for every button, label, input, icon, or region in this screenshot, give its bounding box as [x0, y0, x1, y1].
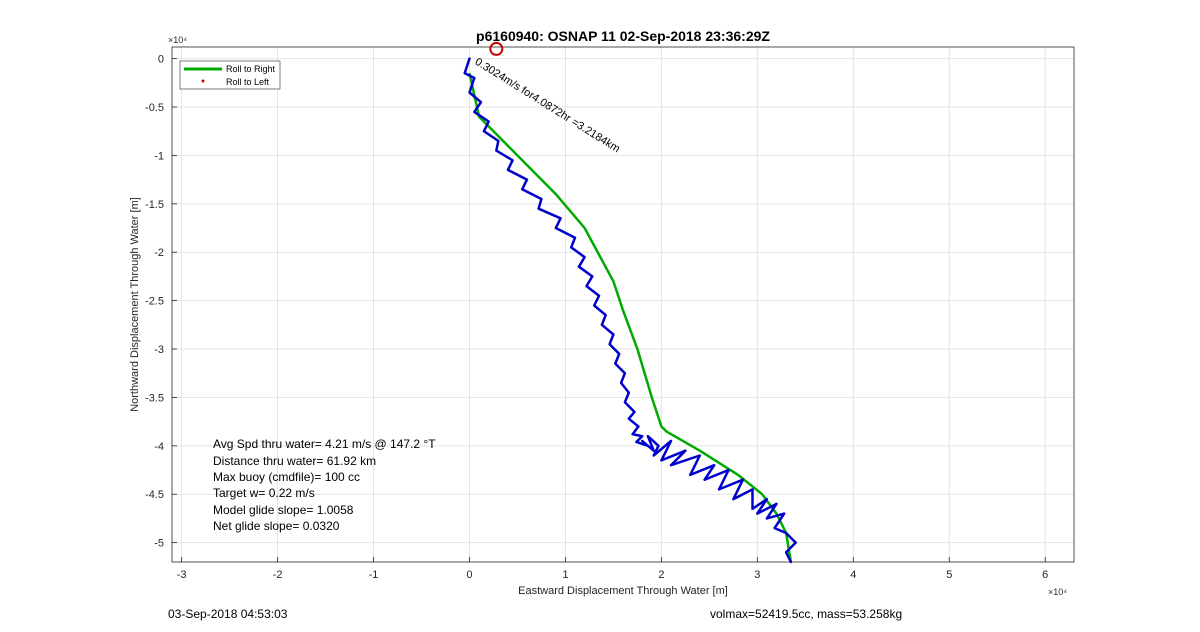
footer-timestamp: 03-Sep-2018 04:53:03	[168, 607, 288, 621]
y-tick-label: -4	[154, 441, 164, 453]
grid	[172, 47, 1074, 562]
legend-label-roll-to-left: Roll to Left	[226, 77, 270, 87]
y-tick-label: -1.5	[145, 199, 164, 211]
y-tick-label: -3	[154, 344, 164, 356]
stat-model-glide-slope: Model glide slope= 1.0058	[213, 503, 354, 517]
stat-target-w: Target w= 0.22 m/s	[213, 486, 315, 500]
y-tick-label: 0	[158, 54, 164, 66]
stats-block: Avg Spd thru water= 4.21 m/s @ 147.2 °T …	[213, 437, 436, 533]
legend-dot-roll-to-left	[201, 79, 205, 83]
stat-net-glide-slope: Net glide slope= 0.0320	[213, 519, 340, 533]
x-tick-label: 1	[562, 569, 568, 581]
y-tick-label: -3.5	[145, 392, 164, 404]
x-tick-label: 2	[658, 569, 664, 581]
y-tick-label: -5	[154, 538, 164, 550]
track-line-through-water	[463, 57, 797, 564]
y-tick-label: -4.5	[145, 489, 164, 501]
chart-title: p6160940: OSNAP 11 02-Sep-2018 23:36:29Z	[476, 28, 770, 44]
x-tick-label: 6	[1042, 569, 1048, 581]
y-axis-label: Northward Displacement Through Water [m]	[129, 197, 141, 412]
x-tick-label: 0	[466, 569, 472, 581]
x-tick-label: -2	[273, 569, 283, 581]
y-tick-label: -1	[154, 150, 164, 162]
y-axis-multiplier: ×10⁴	[168, 35, 187, 45]
stat-distance: Distance thru water= 61.92 km	[213, 454, 376, 468]
y-tick-label: -2.5	[145, 296, 164, 308]
stat-max-buoy: Max buoy (cmdfile)= 100 cc	[213, 470, 360, 484]
legend-label-roll-to-right: Roll to Right	[226, 64, 276, 74]
x-tick-label: 5	[946, 569, 952, 581]
x-tick-label: 4	[850, 569, 856, 581]
x-tick-label: 3	[754, 569, 760, 581]
legend: Roll to Right Roll to Left	[179, 60, 281, 90]
footer-vol-mass: volmax=52419.5cc, mass=53.258kg	[710, 607, 902, 621]
x-axis-label: Eastward Displacement Through Water [m]	[518, 585, 728, 597]
plot-area	[171, 46, 1075, 563]
y-tick-label: -2	[154, 247, 164, 259]
start-marker	[489, 41, 504, 56]
x-tick-label: -1	[369, 569, 379, 581]
axis-ticks: -3 -2 -1 0 1 2 3 4 5 6 0 -0.5 -1 -1.5 -2 -2.5 -3 -3.5 -4 -4…	[145, 54, 1048, 581]
x-axis-multiplier: ×10⁴	[1048, 587, 1067, 597]
legend-box	[179, 60, 281, 90]
x-tick-label: -3	[177, 569, 187, 581]
stat-avg-speed: Avg Spd thru water= 4.21 m/s @ 147.2 °T	[213, 437, 436, 451]
y-tick-label: -0.5	[145, 102, 164, 114]
